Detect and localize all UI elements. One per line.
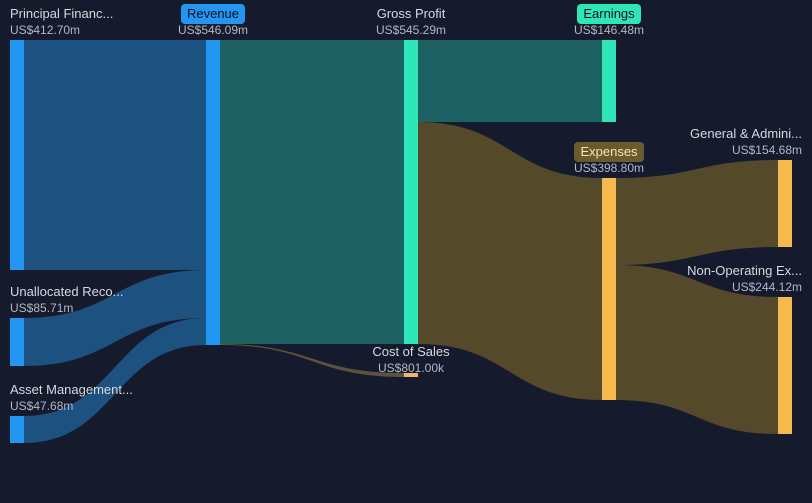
node-label-gross: Gross Profit [377,6,446,21]
node-label-nonop: Non-Operating Ex... [687,263,802,278]
sankey-link [418,40,602,122]
node-label-ga: General & Admini... [690,126,802,141]
node-label-expenses: Expenses [580,144,638,159]
sankey-node-gross[interactable] [404,40,418,344]
sankey-node-earnings[interactable] [602,40,616,122]
node-value-earnings: US$146.48m [574,23,644,37]
sankey-node-asset[interactable] [10,416,24,443]
sankey-link [616,160,778,265]
node-label-asset: Asset Management... [10,382,133,397]
sankey-node-nonop[interactable] [778,297,792,434]
sankey-node-principal[interactable] [10,40,24,270]
node-label-revenue: Revenue [187,6,239,21]
sankey-node-revenue[interactable] [206,40,220,345]
sankey-chart: Principal Financ... US$412.70m Unallocated… [0,0,812,503]
node-value-gross: US$545.29m [376,23,446,37]
node-label-unallocated: Unallocated Reco... [10,284,123,299]
node-value-ga: US$154.68m [732,143,802,157]
node-value-expenses: US$398.80m [574,161,644,175]
sankey-node-unallocated[interactable] [10,318,24,366]
node-label-earnings: Earnings [583,6,635,21]
node-value-nonop: US$244.12m [732,280,802,294]
sankey-link [220,40,404,344]
sankey-node-ga[interactable] [778,160,792,247]
sankey-link [24,40,206,270]
node-value-cos: US$801.00k [378,361,445,375]
node-value-asset: US$47.68m [10,399,73,413]
node-value-revenue: US$546.09m [178,23,248,37]
node-label-cos: Cost of Sales [372,344,450,359]
node-value-unallocated: US$85.71m [10,301,73,315]
links-group [24,40,778,443]
sankey-node-expenses[interactable] [602,178,616,400]
node-value-principal: US$412.70m [10,23,80,37]
node-label-principal: Principal Financ... [10,6,113,21]
